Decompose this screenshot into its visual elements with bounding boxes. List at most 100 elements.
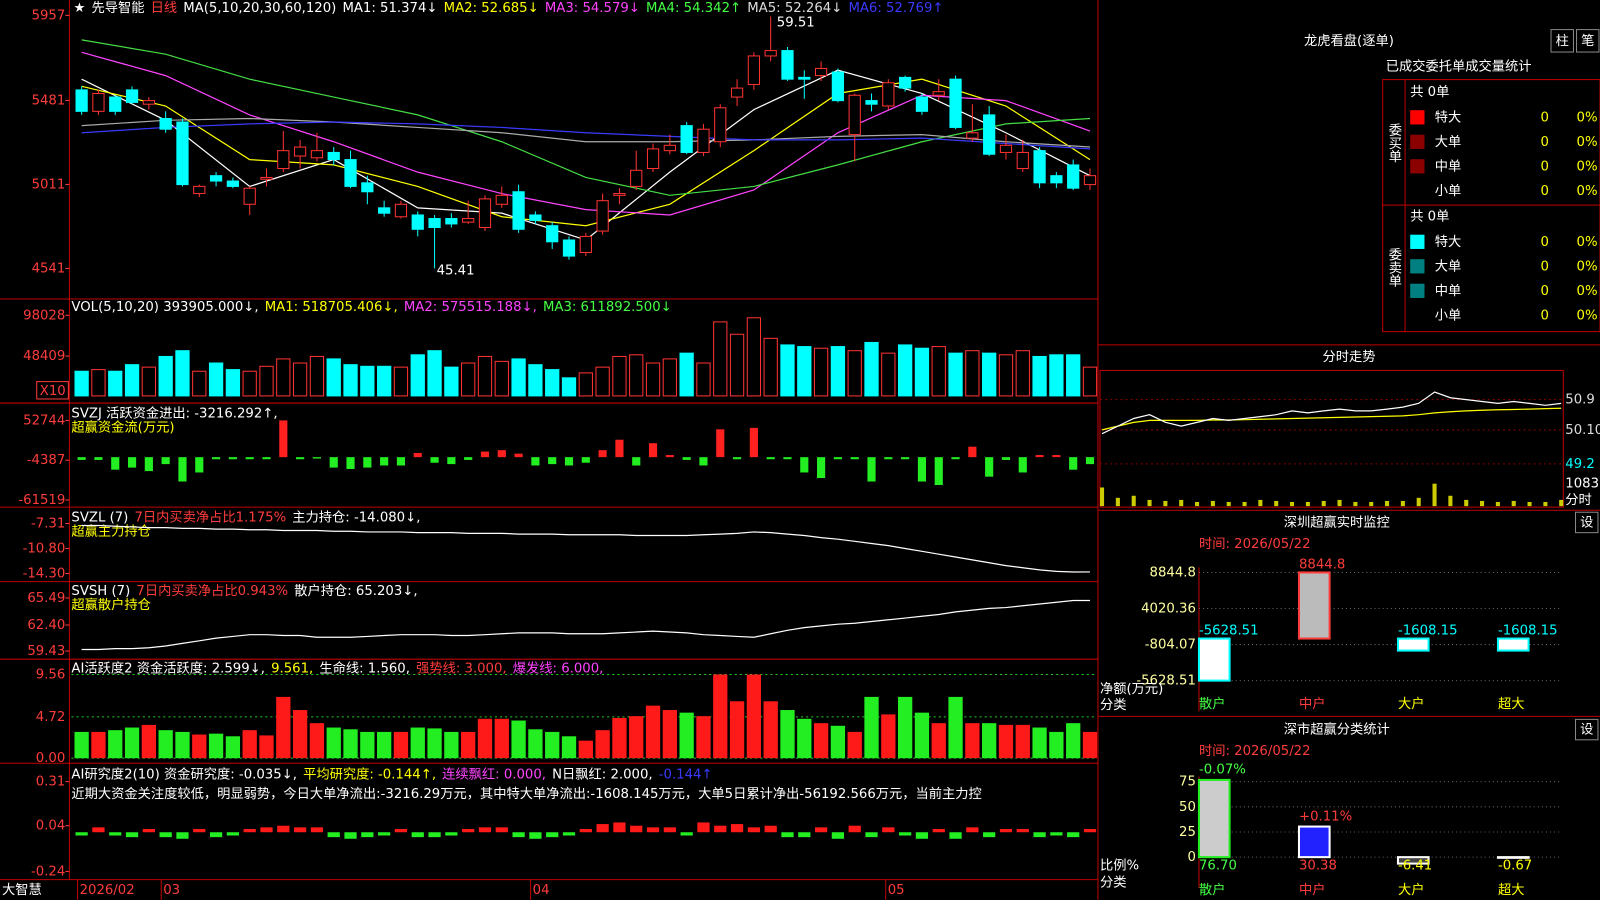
button[interactable]: 设 bbox=[1580, 514, 1593, 530]
value-label: 30.38 bbox=[1299, 858, 1337, 873]
intraday-volume bbox=[1432, 483, 1437, 507]
x-tick-label: 05 bbox=[888, 883, 905, 898]
research-bar bbox=[680, 832, 693, 836]
intraday-volume bbox=[1448, 495, 1453, 507]
axis-label: 分类 bbox=[1100, 875, 1127, 891]
research-bar bbox=[361, 832, 374, 838]
research-bar bbox=[394, 828, 408, 833]
ma-line bbox=[81, 51, 1091, 216]
candle-body bbox=[142, 100, 155, 105]
flow-bar bbox=[800, 457, 809, 473]
order-swatch bbox=[1410, 308, 1425, 323]
panel-header: 主力持仓: -14.080↓, bbox=[292, 509, 420, 525]
chart-header: 先导智能 bbox=[91, 0, 144, 16]
volume-bar bbox=[175, 350, 190, 397]
volume-bar bbox=[376, 365, 392, 397]
volume-bar bbox=[561, 377, 577, 397]
volume-bar bbox=[578, 372, 593, 397]
candle-body bbox=[949, 78, 962, 128]
y-tick-label: 8844.8 bbox=[1150, 565, 1196, 580]
y-tick-label: 62.40 bbox=[27, 618, 65, 633]
research-bar bbox=[899, 832, 912, 836]
axis-label: 比例% bbox=[1100, 857, 1139, 873]
order-swatch bbox=[1410, 183, 1425, 198]
volume-bar bbox=[444, 366, 459, 397]
volume-bar bbox=[982, 352, 997, 397]
button-frame[interactable] bbox=[1550, 29, 1574, 53]
volume-bar bbox=[881, 352, 896, 397]
x-tick-label: 2026/02 bbox=[80, 883, 135, 898]
flow-bar bbox=[884, 457, 893, 460]
candle-body bbox=[209, 175, 223, 182]
flow-bar bbox=[111, 457, 120, 470]
button-frame[interactable] bbox=[1575, 511, 1599, 534]
research-bar bbox=[848, 825, 861, 833]
volume-bar bbox=[108, 370, 123, 397]
candle-body bbox=[327, 151, 340, 161]
flow-bar bbox=[312, 457, 321, 459]
activity-bar bbox=[729, 701, 745, 759]
flow-bar bbox=[212, 457, 221, 460]
candle-body bbox=[932, 91, 945, 96]
candle-body bbox=[613, 193, 626, 196]
volume-bar bbox=[679, 352, 694, 397]
category-label: 中户 bbox=[1299, 695, 1326, 712]
book-subtitle: 已成交委托单成交量统计 bbox=[1386, 57, 1532, 74]
research-bar bbox=[781, 832, 794, 838]
flow-bar bbox=[732, 457, 742, 460]
intraday-volume bbox=[1527, 501, 1532, 507]
button[interactable]: 设 bbox=[1580, 722, 1593, 738]
research-bar bbox=[209, 832, 223, 838]
intraday-volume bbox=[1242, 501, 1247, 507]
order-swatch bbox=[1410, 283, 1425, 298]
button-frame[interactable] bbox=[1576, 29, 1600, 53]
activity-bar bbox=[763, 701, 778, 759]
flow-bar bbox=[296, 457, 305, 460]
ma-line bbox=[81, 39, 1091, 196]
panel-title: 深市超赢分类统计 bbox=[1284, 721, 1390, 738]
research-bar bbox=[882, 827, 895, 833]
activity-bar bbox=[91, 731, 106, 759]
flow-bar bbox=[1035, 455, 1044, 458]
order-count: 0 bbox=[1541, 235, 1549, 250]
panel-header: MA1: 518705.406↓, bbox=[265, 300, 398, 315]
activity-bar bbox=[679, 712, 694, 759]
intraday-volume bbox=[1100, 487, 1105, 507]
flow-bar bbox=[380, 457, 389, 466]
flow-bar bbox=[514, 453, 523, 458]
y-tick-label: 0.31 bbox=[36, 775, 66, 790]
candle-body bbox=[125, 89, 139, 103]
candle-body bbox=[730, 87, 744, 98]
volume-bar bbox=[830, 346, 846, 397]
button[interactable]: 笔 bbox=[1581, 33, 1594, 49]
intraday-volume bbox=[1179, 499, 1184, 507]
order-pct: 0% bbox=[1577, 235, 1598, 250]
intraday-volume bbox=[1337, 499, 1342, 507]
activity-bar bbox=[360, 731, 375, 759]
button-frame[interactable] bbox=[1575, 718, 1599, 741]
button[interactable]: 柱 bbox=[1556, 33, 1569, 49]
y-tick-label: 4541 bbox=[32, 261, 66, 276]
panel-title: 龙虎看盘(逐单) bbox=[1304, 32, 1394, 49]
volume-bar bbox=[897, 344, 913, 397]
intraday-volume bbox=[1559, 499, 1564, 507]
research-bar bbox=[1083, 828, 1097, 833]
volume-bar bbox=[696, 362, 711, 397]
intraday-volume bbox=[1416, 497, 1421, 507]
candle-body bbox=[92, 92, 105, 112]
activity-bar bbox=[461, 731, 476, 759]
panel-header: 连续飘红: 0.000, bbox=[442, 766, 546, 782]
category-label: 超大 bbox=[1498, 882, 1525, 898]
candle-body bbox=[1083, 175, 1097, 186]
y-tick-label: -61519 bbox=[18, 493, 65, 508]
value-label: -5628.51 bbox=[1199, 623, 1259, 638]
intraday-volume bbox=[1495, 501, 1500, 507]
chart-header: 日线 bbox=[151, 0, 178, 16]
order-count: 0 bbox=[1541, 184, 1549, 199]
axis-label: 分时 bbox=[1565, 492, 1592, 508]
activity-bar bbox=[326, 727, 341, 759]
panel-header: N日飘红: 2.000, bbox=[552, 766, 652, 782]
intraday-volume bbox=[1163, 500, 1168, 507]
panel-subtitle: 超赢资金流(万元) bbox=[71, 419, 174, 436]
volume-bar bbox=[158, 355, 173, 397]
